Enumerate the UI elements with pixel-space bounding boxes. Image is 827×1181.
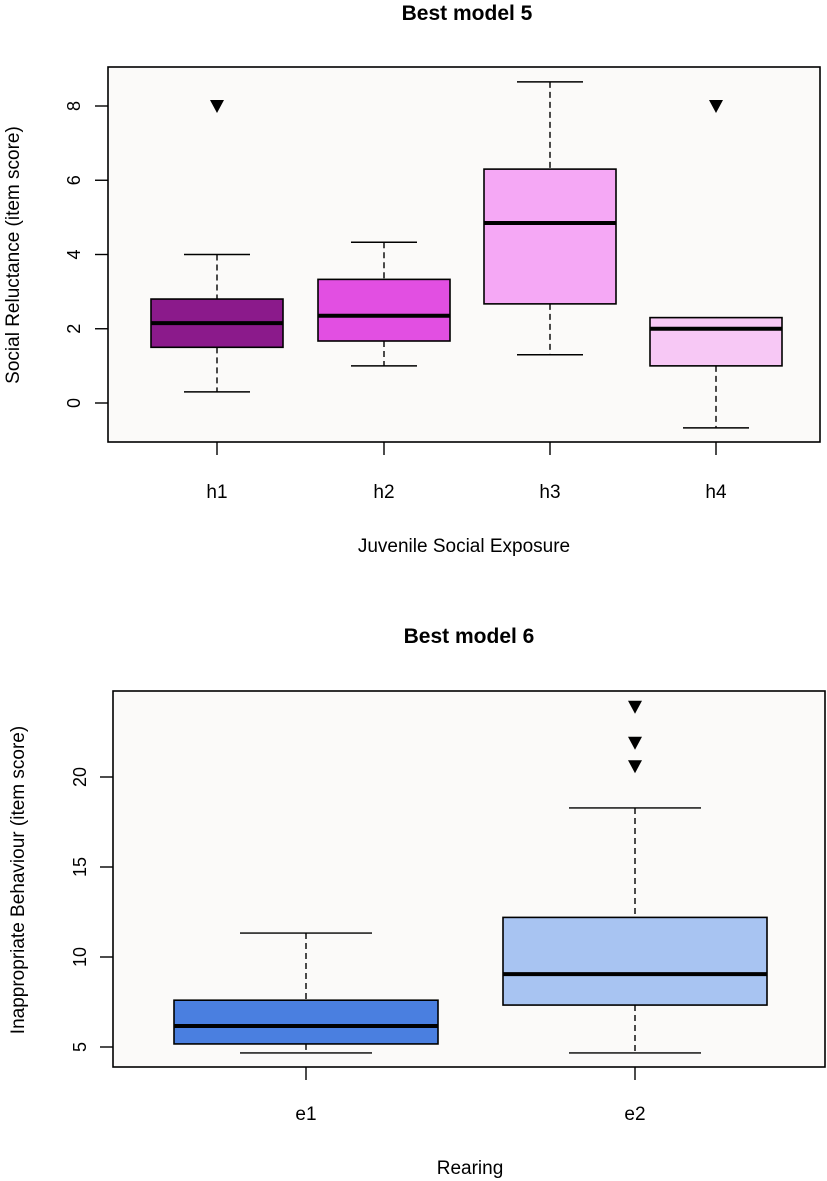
iqr-box [318, 279, 450, 341]
y-axis-label: Social Reluctance (item score) [3, 126, 24, 384]
x-axis-label: Juvenile Social Exposure [358, 536, 570, 557]
x-tick-label: h3 [539, 482, 560, 503]
y-tick-label: 4 [64, 249, 84, 259]
iqr-box [484, 169, 616, 304]
y-tick-label: 5 [70, 1042, 90, 1052]
x-tick-label: h4 [705, 482, 727, 503]
chart-title: Best model 5 [402, 2, 533, 25]
y-tick-label: 10 [70, 947, 90, 967]
y-tick-label: 0 [64, 398, 84, 408]
x-tick-label: e1 [295, 1104, 316, 1125]
x-axis-label: Rearing [437, 1158, 504, 1179]
panel-best-model-5: Best model 5 Juvenile Social Exposure So… [3, 2, 820, 557]
x-tick-label: e2 [624, 1104, 645, 1125]
y-tick-label: 8 [64, 101, 84, 111]
panel-best-model-6: Best model 6 Rearing Inappropriate Behav… [8, 625, 825, 1179]
x-tick-label: h1 [206, 482, 227, 503]
y-tick-label: 2 [64, 324, 84, 334]
iqr-box [503, 917, 767, 1005]
y-axis-label: Inappropriate Behaviour (item score) [8, 726, 29, 1034]
chart-title: Best model 6 [404, 625, 535, 648]
x-tick-label: h2 [373, 482, 394, 503]
iqr-box [174, 1000, 438, 1044]
y-tick-label: 20 [70, 767, 90, 787]
iqr-box [650, 318, 782, 366]
y-tick-label: 15 [70, 857, 90, 877]
y-tick-label: 6 [64, 175, 84, 185]
